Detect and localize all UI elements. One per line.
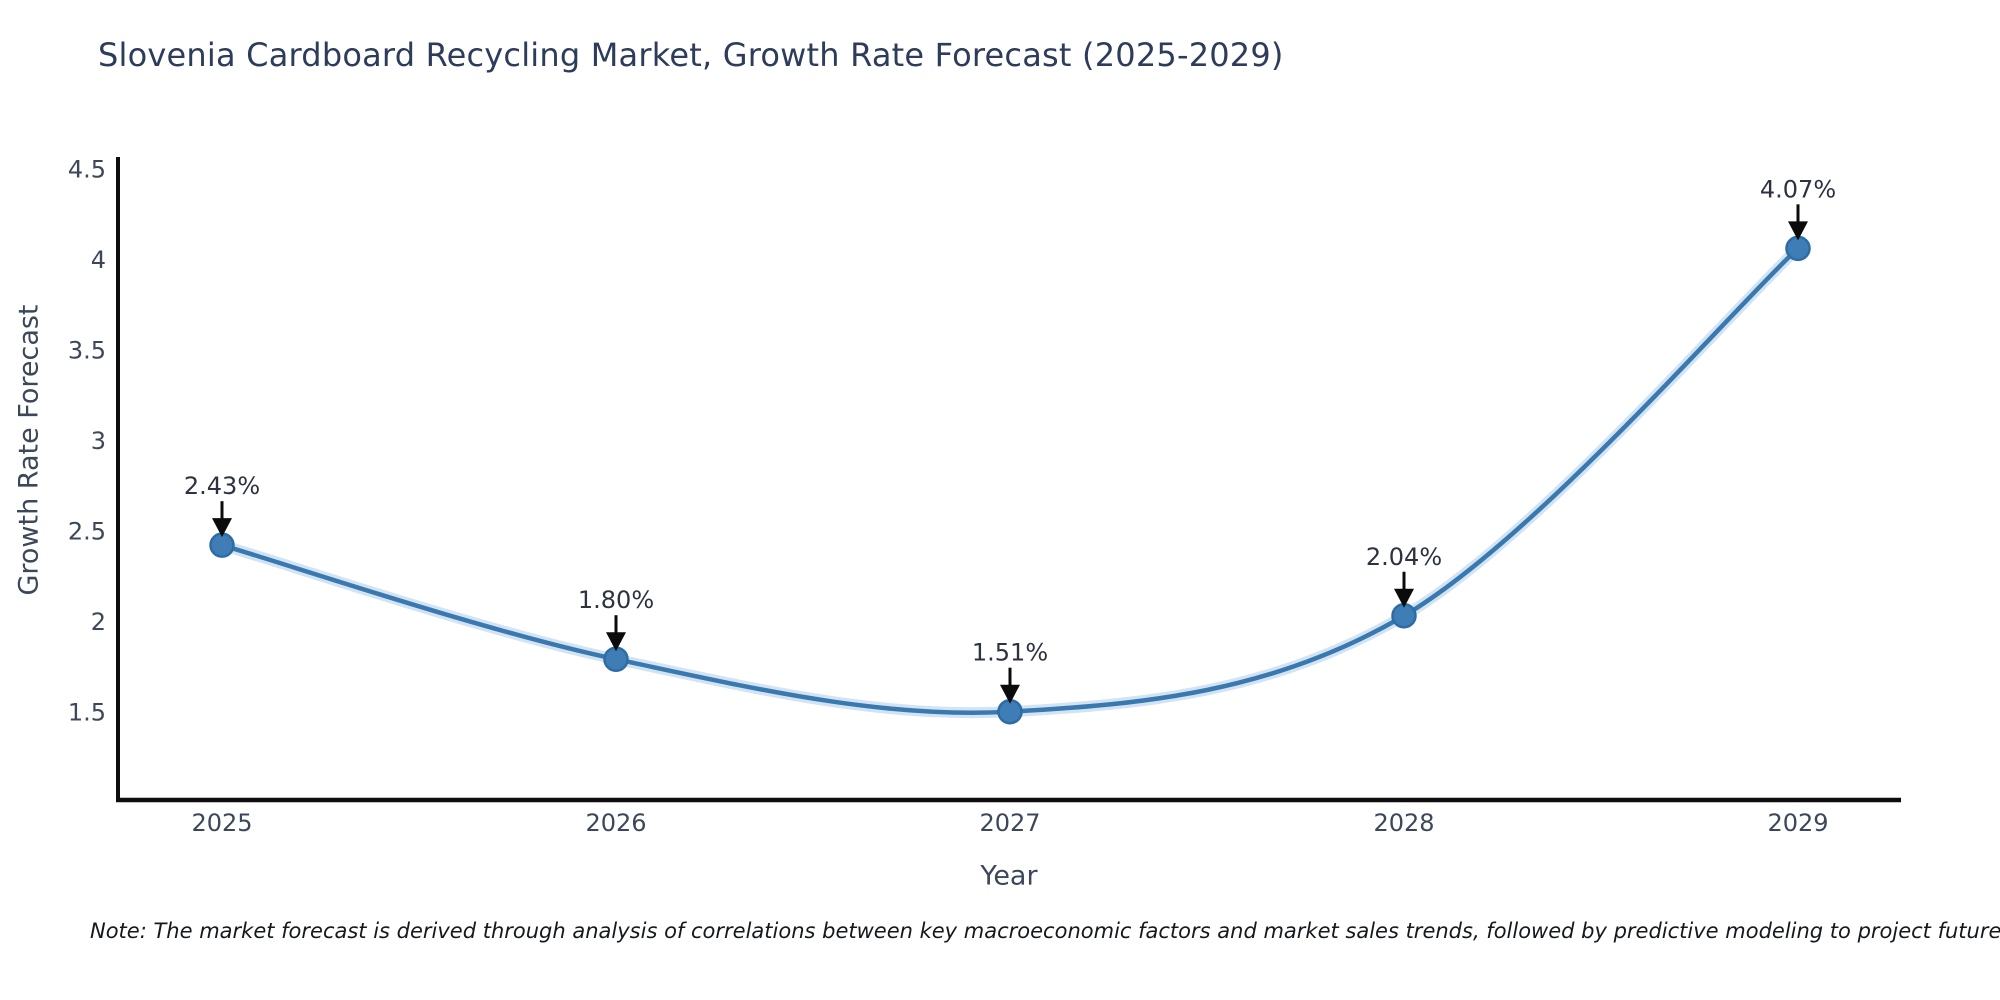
annotation-arrowhead [212, 518, 232, 538]
y-axis-tick-label: 3 [91, 427, 106, 455]
y-axis-title: Growth Rate Forecast [14, 304, 45, 595]
data-point-label: 2.43% [184, 472, 260, 500]
data-point-label: 2.04% [1366, 543, 1442, 571]
annotation-arrowhead [606, 632, 626, 652]
data-point-label: 1.80% [578, 586, 654, 614]
y-axis-tick-label: 2.5 [68, 518, 106, 546]
data-point-label: 4.07% [1760, 175, 1836, 203]
x-axis-tick-label: 2027 [979, 809, 1040, 837]
y-axis-tick-label: 1.5 [68, 699, 106, 727]
x-axis-tick-label: 2029 [1767, 809, 1828, 837]
annotation-arrowhead [1000, 684, 1020, 704]
annotation-arrowhead [1394, 588, 1414, 608]
x-axis-tick-label: 2025 [191, 809, 252, 837]
chart-title: Slovenia Cardboard Recycling Market, Gro… [98, 36, 1284, 74]
x-axis-tick-label: 2026 [585, 809, 646, 837]
y-axis-tick-label: 2 [91, 608, 106, 636]
y-axis-tick-label: 4 [91, 246, 106, 274]
annotation-arrowhead [1788, 221, 1808, 241]
x-axis-tick-label: 2028 [1373, 809, 1434, 837]
y-axis-tick-label: 4.5 [68, 156, 106, 184]
chart-footnote: Note: The market forecast is derived thr… [90, 919, 2000, 943]
y-axis-tick-label: 3.5 [68, 337, 106, 365]
x-axis-title: Year [979, 861, 1038, 892]
data-point-label: 1.51% [972, 639, 1048, 667]
